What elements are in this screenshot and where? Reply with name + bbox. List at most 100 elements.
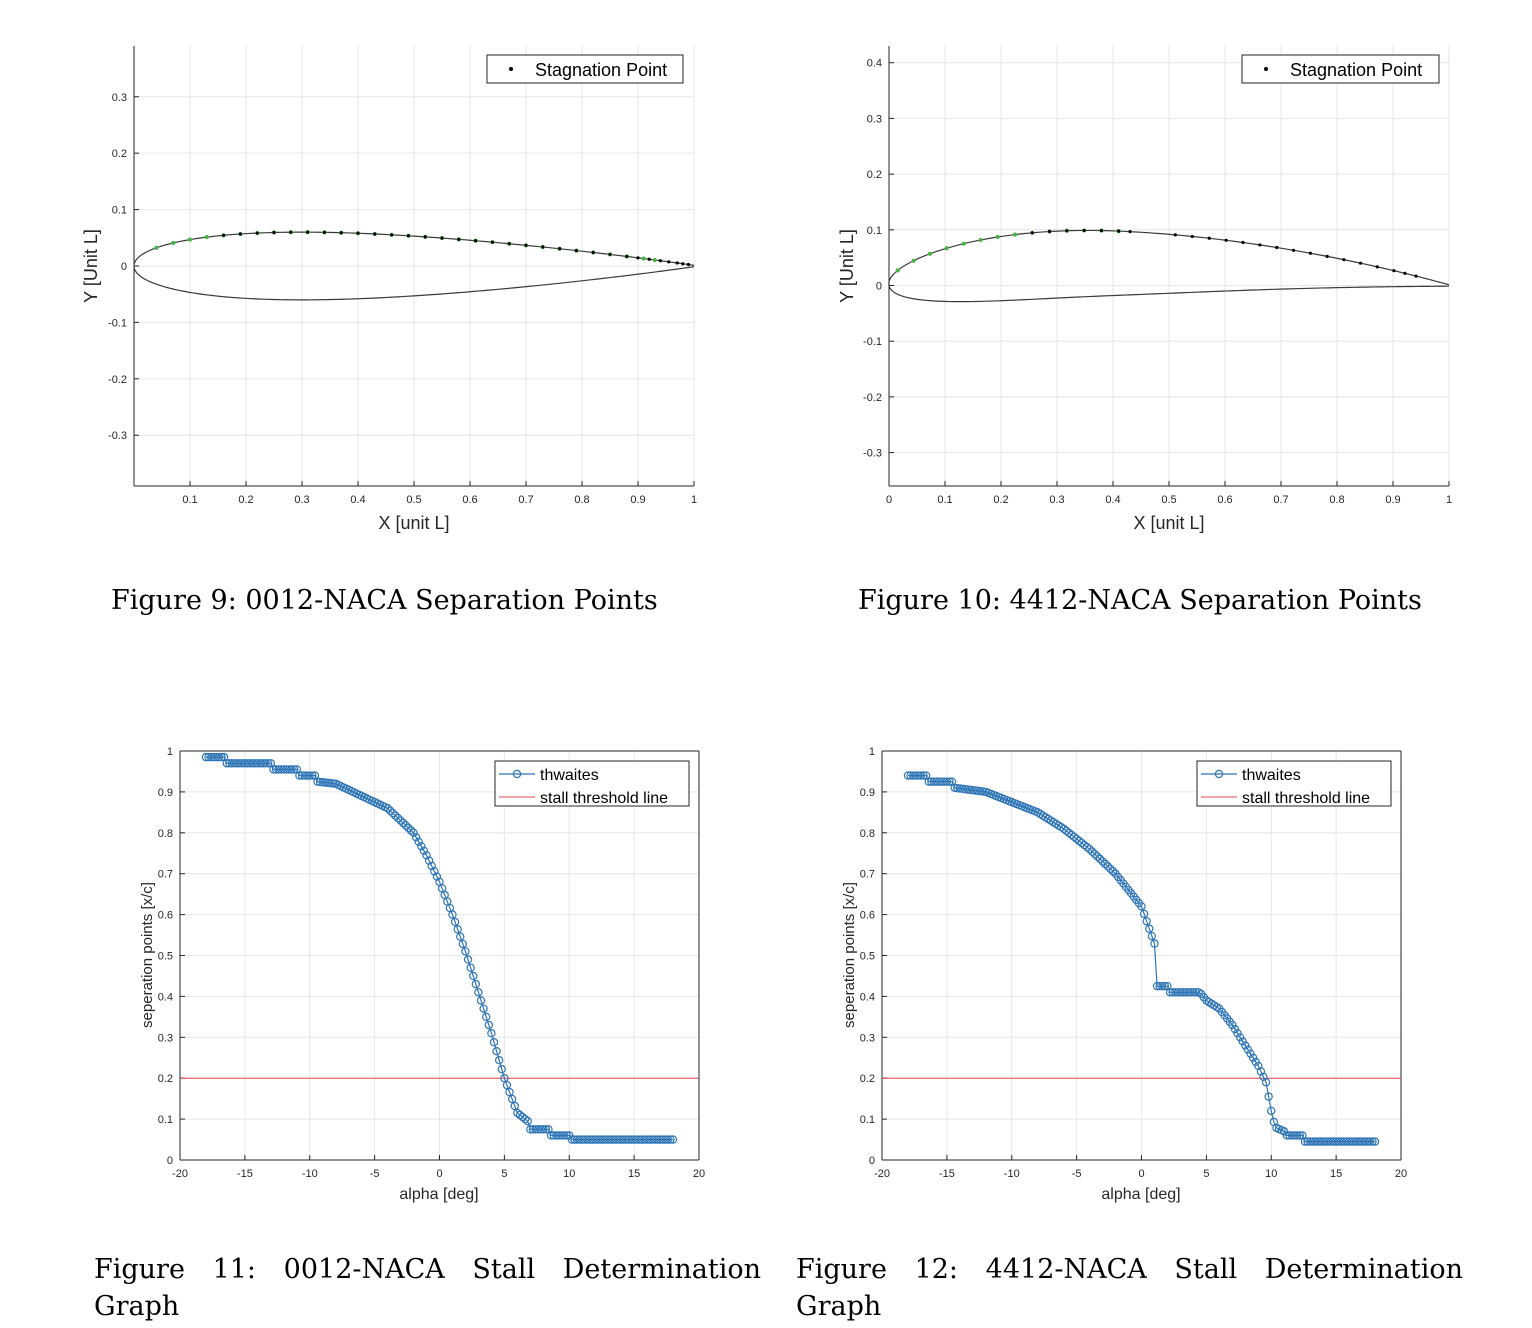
thwaites-marker (461, 947, 470, 956)
x-tick-label: 0.1 (937, 494, 952, 506)
black-marker (390, 233, 394, 237)
y-axis-label: seperation points [x/c] (139, 882, 156, 1028)
thwaites-marker (411, 833, 421, 842)
thwaites-marker (396, 816, 405, 825)
x-tick-label: -20 (172, 1168, 188, 1180)
thwaites-marker (487, 1029, 496, 1038)
grid (179, 750, 700, 1161)
thwaites-marker (1106, 864, 1115, 873)
legend-label-stagnation-point: Stagnation Point (535, 60, 667, 80)
thwaites-marker (1082, 842, 1092, 852)
green-marker (171, 240, 176, 246)
black-marker (1173, 233, 1177, 237)
grid (888, 46, 1450, 486)
thwaites-marker (1235, 1033, 1245, 1042)
y-tick-label: 0.8 (158, 828, 173, 840)
x-tick-label: -5 (370, 1168, 380, 1180)
thwaites-marker (289, 765, 299, 774)
thwaites-marker (398, 818, 408, 828)
legend: thwaites stall threshold line (494, 760, 690, 807)
thwaites-marker (388, 808, 397, 818)
black-marker (1047, 229, 1052, 234)
thwaites-marker (308, 771, 317, 780)
thwaites-marker (393, 813, 403, 823)
thwaites-marker (492, 1047, 501, 1056)
y-tick-label: -0.1 (863, 336, 882, 348)
thwaites-marker (1160, 981, 1170, 991)
green-marker (995, 234, 1000, 240)
black-marker (1375, 265, 1379, 269)
thwaites-marker (328, 779, 338, 788)
black-marker (1414, 274, 1418, 278)
thwaites-marker (417, 842, 426, 851)
black-marker (591, 250, 595, 255)
black-marker (423, 235, 427, 239)
thwaites-marker (264, 759, 273, 768)
caption-figure-12: Figure 12: 4412-NACA Stall Determination… (796, 1254, 1463, 1322)
y-tick-label: 0.1 (860, 1114, 875, 1126)
black-marker (1224, 238, 1228, 242)
axes: 0 0.1 0.2 0.3 0.4 0.5 0.6 0.7 0.8 0.9 1 -0.3 -0.2 -0.… (863, 46, 1452, 506)
thwaites-marker (505, 1087, 514, 1097)
thwaites-marker (323, 778, 333, 788)
black-marker (681, 262, 685, 266)
thwaites-marker (666, 1135, 675, 1144)
y-axis-label: Y [Unit L] (837, 229, 857, 303)
y-tick-label: 0.1 (112, 205, 127, 217)
thwaites-marker (406, 826, 416, 835)
x-tick-label: 0 (886, 494, 892, 506)
y-tick-label: 0.3 (867, 113, 882, 125)
x-axis-label: alpha [deg] (399, 1186, 478, 1203)
thwaites-marker (1108, 867, 1118, 876)
grid (134, 46, 695, 486)
y-tick-label: -0.2 (863, 392, 882, 404)
thwaites-marker (1228, 1020, 1237, 1030)
thwaites-marker (523, 1116, 532, 1126)
plot-area: 0.1 0.2 0.3 0.4 0.5 0.6 0.7 0.8 0.9 1 -0.3 -0.2 -0.1… (108, 46, 697, 506)
black-marker (636, 256, 640, 260)
thwaites-markers (201, 752, 678, 1144)
y-tick-label: 0 (167, 1155, 173, 1167)
thwaites-marker (479, 1004, 488, 1013)
thwaites-marker (1368, 1137, 1377, 1146)
x-tick-label: -10 (302, 1168, 318, 1180)
figure-10-chart: 0 0.1 0.2 0.3 0.4 0.5 0.6 0.7 0.8 0.9 1 -0.3 -0.2 -0.… (837, 46, 1452, 533)
black-marker (289, 230, 293, 234)
thwaites-marker (1098, 857, 1107, 866)
x-tick-label: 10 (563, 1168, 575, 1180)
green-marker (187, 237, 193, 242)
caption-figure-10: Figure 10: 4412-NACA Separation Points (858, 585, 1422, 616)
x-tick-label: 0.8 (1329, 494, 1344, 506)
x-tick-label: 5 (1203, 1168, 1209, 1180)
thwaites-marker (565, 1131, 574, 1140)
black-marker (1128, 230, 1132, 234)
x-axis-label: X [unit L] (1133, 513, 1204, 533)
y-tick-label: 0.3 (112, 92, 127, 104)
black-marker (490, 240, 494, 244)
thwaites-marker (1370, 1137, 1380, 1146)
black-marker (558, 247, 562, 251)
black-marker (1117, 229, 1121, 233)
thwaites-marker (1191, 988, 1201, 997)
y-tick-label: 0.4 (867, 58, 882, 70)
legend-marker-stagnation (1264, 67, 1268, 71)
black-marker (647, 257, 651, 261)
x-tick-label: 15 (1330, 1168, 1342, 1180)
legend: Stagnation Point (1241, 54, 1440, 84)
thwaites-marker (1080, 840, 1089, 850)
thwaites-marker (401, 821, 410, 830)
black-marker (1358, 261, 1363, 265)
thwaites-marker (458, 939, 468, 949)
green-marker (927, 251, 933, 256)
black-marker (238, 232, 242, 236)
thwaites-marker (482, 1012, 491, 1022)
y-tick-label: -0.2 (108, 374, 127, 386)
thwaites-marker (1261, 1078, 1271, 1087)
thwaites-marker (1072, 834, 1081, 844)
legend-marker-thwaites (512, 769, 522, 779)
thwaites-marker (1158, 981, 1167, 991)
legend-box (1241, 54, 1440, 84)
figure-9-chart: 0.1 0.2 0.3 0.4 0.5 0.6 0.7 0.8 0.9 1 -0.3 -0.2 -0.1… (81, 46, 697, 533)
thwaites-marker (453, 925, 462, 934)
thwaites-marker (432, 872, 442, 881)
